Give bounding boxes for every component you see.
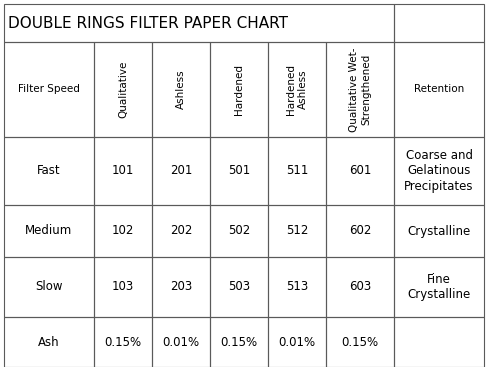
Bar xyxy=(268,42,326,137)
Bar xyxy=(268,137,326,205)
Bar xyxy=(394,4,484,42)
Text: 502: 502 xyxy=(228,225,250,237)
Text: 603: 603 xyxy=(349,280,371,294)
Bar xyxy=(210,205,268,257)
Text: 503: 503 xyxy=(228,280,250,294)
Bar xyxy=(4,205,94,257)
Bar xyxy=(326,205,394,257)
Text: 512: 512 xyxy=(286,225,308,237)
Bar xyxy=(152,317,210,367)
Text: 103: 103 xyxy=(112,280,134,294)
Bar xyxy=(4,257,94,317)
Bar xyxy=(152,42,210,137)
Bar xyxy=(326,42,394,137)
Bar xyxy=(94,42,152,137)
Text: DOUBLE RINGS FILTER PAPER CHART: DOUBLE RINGS FILTER PAPER CHART xyxy=(8,15,288,30)
Text: Fine
Crystalline: Fine Crystalline xyxy=(407,273,471,301)
Text: 0.15%: 0.15% xyxy=(104,335,142,349)
Text: Crystalline: Crystalline xyxy=(407,225,471,237)
Text: Ash: Ash xyxy=(38,335,60,349)
Bar xyxy=(94,317,152,367)
Text: 202: 202 xyxy=(170,225,192,237)
Text: Qualitative Wet-
Strengthened: Qualitative Wet- Strengthened xyxy=(349,47,371,132)
Text: 102: 102 xyxy=(112,225,134,237)
Text: Hardened
Ashless: Hardened Ashless xyxy=(286,64,308,115)
Bar xyxy=(4,4,394,42)
Text: 203: 203 xyxy=(170,280,192,294)
Text: 0.01%: 0.01% xyxy=(278,335,315,349)
Text: Retention: Retention xyxy=(414,84,464,94)
Text: 501: 501 xyxy=(228,164,250,178)
Bar xyxy=(4,42,94,137)
Bar xyxy=(210,42,268,137)
Bar xyxy=(152,257,210,317)
Bar xyxy=(94,205,152,257)
Bar xyxy=(94,257,152,317)
Text: 101: 101 xyxy=(112,164,134,178)
Text: 602: 602 xyxy=(349,225,371,237)
Text: 513: 513 xyxy=(286,280,308,294)
Bar xyxy=(210,137,268,205)
Bar xyxy=(394,317,484,367)
Text: 0.15%: 0.15% xyxy=(220,335,258,349)
Bar xyxy=(152,137,210,205)
Text: 601: 601 xyxy=(349,164,371,178)
Bar xyxy=(268,257,326,317)
Text: 511: 511 xyxy=(286,164,308,178)
Text: Filter Speed: Filter Speed xyxy=(18,84,80,94)
Text: Slow: Slow xyxy=(35,280,63,294)
Bar xyxy=(210,317,268,367)
Text: Coarse and
Gelatinous
Precipitates: Coarse and Gelatinous Precipitates xyxy=(404,149,474,193)
Bar xyxy=(394,257,484,317)
Bar xyxy=(394,137,484,205)
Bar xyxy=(394,205,484,257)
Bar xyxy=(4,137,94,205)
Bar xyxy=(326,137,394,205)
Text: Ashless: Ashless xyxy=(176,70,186,109)
Text: Fast: Fast xyxy=(37,164,61,178)
Bar xyxy=(152,205,210,257)
Bar xyxy=(268,317,326,367)
Text: 0.15%: 0.15% xyxy=(341,335,378,349)
Text: Qualitative: Qualitative xyxy=(118,61,128,118)
Bar xyxy=(326,317,394,367)
Bar xyxy=(4,317,94,367)
Text: 201: 201 xyxy=(170,164,192,178)
Bar xyxy=(268,205,326,257)
Text: Medium: Medium xyxy=(26,225,73,237)
Bar xyxy=(394,42,484,137)
Bar xyxy=(94,137,152,205)
Bar xyxy=(326,257,394,317)
Text: Hardened: Hardened xyxy=(234,64,244,115)
Text: 0.01%: 0.01% xyxy=(162,335,200,349)
Bar xyxy=(210,257,268,317)
